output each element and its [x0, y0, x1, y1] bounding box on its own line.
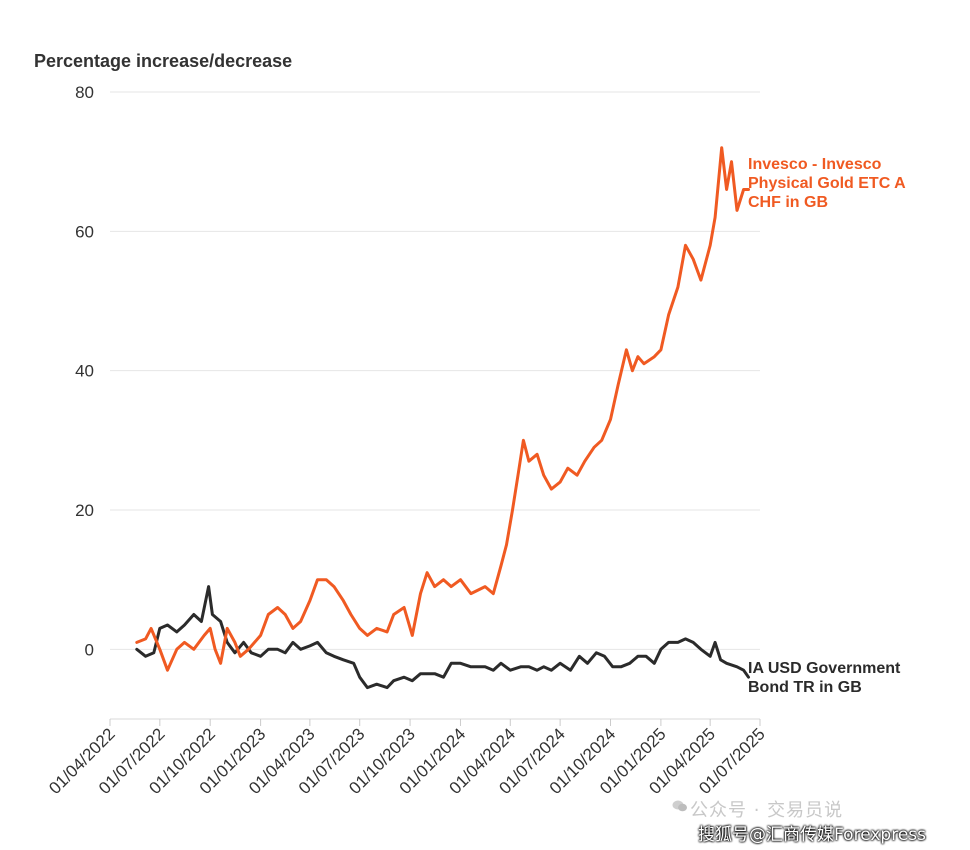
series-label: Invesco - Invesco Physical Gold ETC A CHF … — [748, 156, 906, 211]
y-ticks: 0 20 40 60 80 — [75, 83, 94, 659]
series-line — [135, 585, 750, 690]
series-label: IA USD Government Bond TR in GB — [748, 660, 901, 696]
series-line — [135, 146, 750, 672]
y-axis-label: Percentage increase/decrease — [34, 51, 292, 71]
series-labels: Invesco - Invesco Physical Gold ETC A CHF … — [748, 156, 906, 696]
y-tick-label: 60 — [75, 222, 94, 241]
watermark-line-1: 公众号 · 交易员说 — [690, 800, 844, 821]
y-tick-label: 40 — [75, 362, 94, 381]
series-lines — [135, 146, 750, 690]
y-tick-label: 80 — [75, 83, 94, 102]
watermark-line-2: 搜狐号@汇商传媒Forexpress — [698, 825, 926, 845]
x-ticks: 01/04/202201/07/202201/10/202201/01/2023… — [45, 719, 769, 798]
y-tick-label: 20 — [75, 501, 94, 520]
grid — [110, 91, 760, 720]
y-tick-label: 0 — [85, 640, 94, 659]
wechat-icon — [672, 800, 687, 812]
